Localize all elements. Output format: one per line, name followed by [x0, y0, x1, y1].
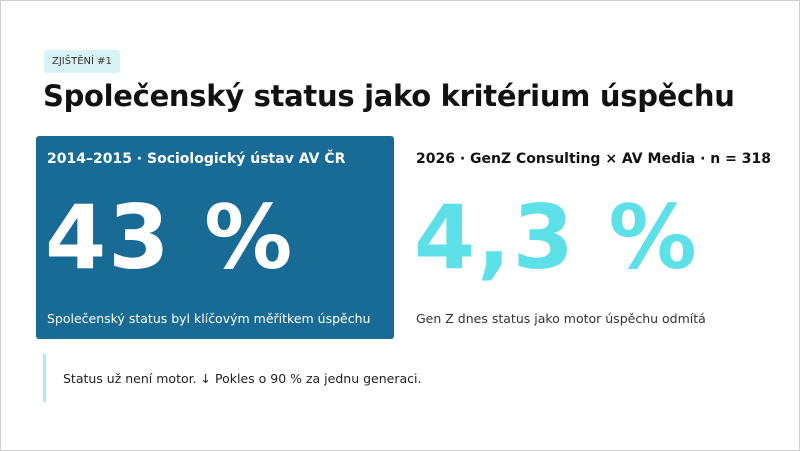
title: Společenský status jako kritérium úspěch…	[43, 79, 735, 113]
panel-caption: Společenský status byl klíčovým měřítkem…	[47, 311, 371, 326]
panel-value: 4,3 %	[414, 186, 699, 289]
tag: ZJIŠTĚNÍ #1	[44, 50, 120, 73]
note: Status už není motor. ↓ Pokles o 90 % za…	[63, 371, 422, 386]
panel-background	[36, 136, 394, 339]
panel-header: 2014–2015 · Sociologický ústav AV ČR	[47, 151, 346, 167]
panel-header: 2026 · GenZ Consulting × AV Media · n = …	[416, 151, 771, 167]
panel-caption: Gen Z dnes status jako motor úspěchu odm…	[416, 311, 706, 326]
panel-value: 43 %	[45, 186, 295, 289]
note-bar	[43, 354, 46, 402]
